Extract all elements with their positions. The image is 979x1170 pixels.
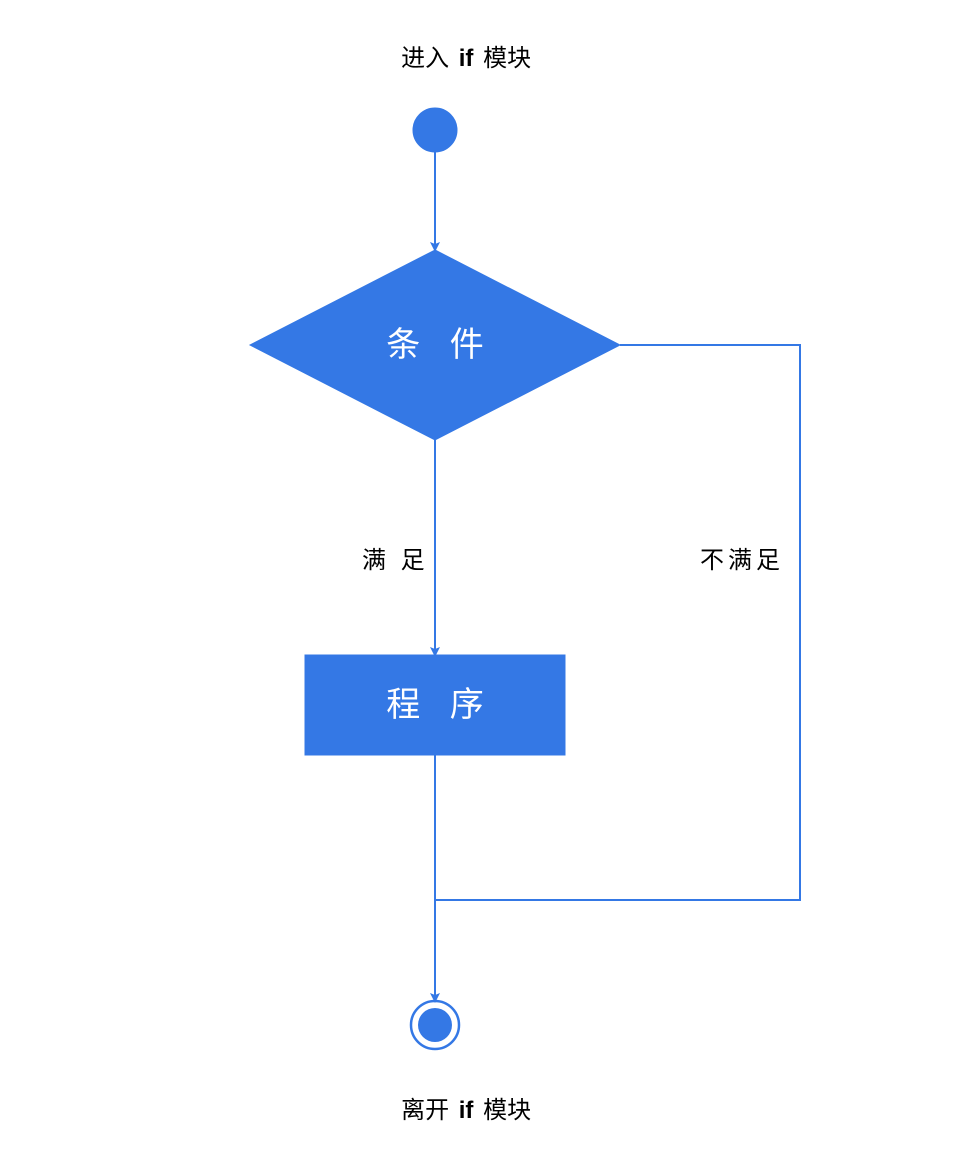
node-end-core	[418, 1008, 452, 1042]
title-bottom: 离开 if 模块	[401, 1090, 531, 1125]
title-bottom-suffix: 模块	[483, 1097, 531, 1124]
flowchart-canvas: 条 件程 序	[0, 0, 979, 1170]
title-top-suffix: 模块	[483, 45, 531, 72]
edge-condition-false	[435, 345, 800, 900]
title-top-keyword: if	[459, 45, 474, 72]
node-start	[413, 108, 457, 152]
edge-label-true: 满 足	[362, 540, 429, 575]
node-condition-label: 条 件	[386, 326, 493, 364]
edge-label-false: 不满足	[700, 540, 784, 575]
node-process-label: 程 序	[386, 686, 493, 724]
title-top-prefix: 进入	[401, 45, 449, 72]
title-bottom-keyword: if	[459, 1097, 474, 1124]
title-bottom-prefix: 离开	[401, 1097, 449, 1124]
title-top: 进入 if 模块	[401, 38, 531, 73]
